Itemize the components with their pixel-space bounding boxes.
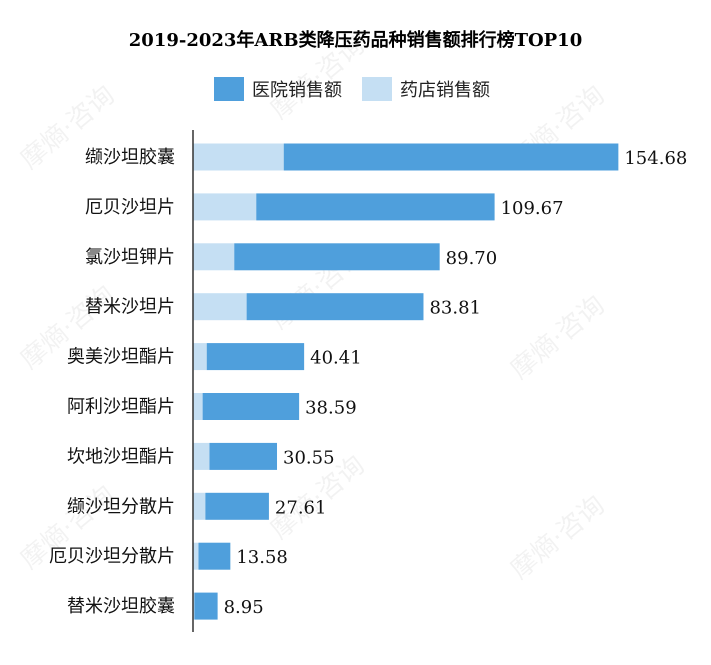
bar-segment-pharmacy [193, 143, 284, 171]
legend-item-pharmacy: 药店销售额 [362, 76, 490, 102]
category-label: 厄贝沙坦分散片 [49, 546, 175, 567]
bar-segment-hospital [194, 592, 218, 620]
legend-label-hospital: 医院销售额 [252, 80, 342, 101]
bar-segment-hospital [246, 293, 424, 321]
category-label: 缬沙坦胶囊 [85, 147, 175, 168]
bar-segment-pharmacy [193, 193, 257, 221]
bar-segment-pharmacy [193, 243, 235, 271]
bar-segment-hospital [234, 243, 440, 271]
data-label: 38.59 [305, 398, 357, 419]
data-label: 109.67 [501, 198, 564, 219]
legend-label-pharmacy: 药店销售额 [400, 80, 490, 101]
legend-swatch-hospital [214, 77, 244, 101]
bar-segment-pharmacy [193, 393, 203, 420]
category-label: 替米沙坦片 [85, 297, 175, 318]
watermark-text: 摩熵·咨询 [505, 490, 610, 585]
bar-segment-hospital [209, 442, 278, 470]
data-label: 89.70 [446, 248, 498, 269]
bar-segment-hospital [205, 492, 269, 520]
category-label: 替米沙坦胶囊 [67, 596, 175, 617]
category-label: 阿利沙坦酯片 [67, 397, 175, 418]
data-label: 154.68 [624, 148, 687, 169]
legend-item-hospital: 医院销售额 [214, 76, 342, 102]
bar-segment-pharmacy [193, 542, 199, 570]
legend-swatch-pharmacy [362, 77, 392, 101]
bar-segment-pharmacy [193, 442, 210, 470]
category-label: 奥美沙坦酯片 [67, 347, 175, 368]
data-label: 8.95 [224, 597, 264, 618]
data-label: 83.81 [429, 298, 481, 319]
data-label: 13.58 [236, 547, 288, 568]
bar-segment-pharmacy [193, 293, 247, 321]
category-label: 坎地沙坦酯片 [67, 446, 175, 467]
category-label: 氯沙坦钾片 [85, 247, 175, 268]
bar-segment-hospital [206, 343, 305, 371]
watermark-text: 摩熵·咨询 [265, 30, 370, 125]
bar-segment-pharmacy [193, 492, 206, 520]
bar-segment-hospital [202, 393, 300, 420]
watermark-text: 摩熵·咨询 [505, 290, 610, 385]
data-label: 40.41 [310, 348, 362, 369]
data-label: 30.55 [283, 447, 335, 468]
bar-segment-hospital [198, 542, 231, 570]
category-label: 缬沙坦分散片 [67, 496, 175, 517]
bar-segment-hospital [256, 193, 495, 221]
bar-segment-pharmacy [193, 343, 207, 371]
legend: 医院销售额 药店销售额 [214, 76, 510, 102]
data-label: 27.61 [275, 497, 327, 518]
bar-segment-hospital [283, 143, 619, 171]
chart-title: 2019-2023年ARB类降压药品种销售额排行榜TOP10 [128, 30, 583, 51]
category-label: 厄贝沙坦片 [85, 197, 175, 218]
